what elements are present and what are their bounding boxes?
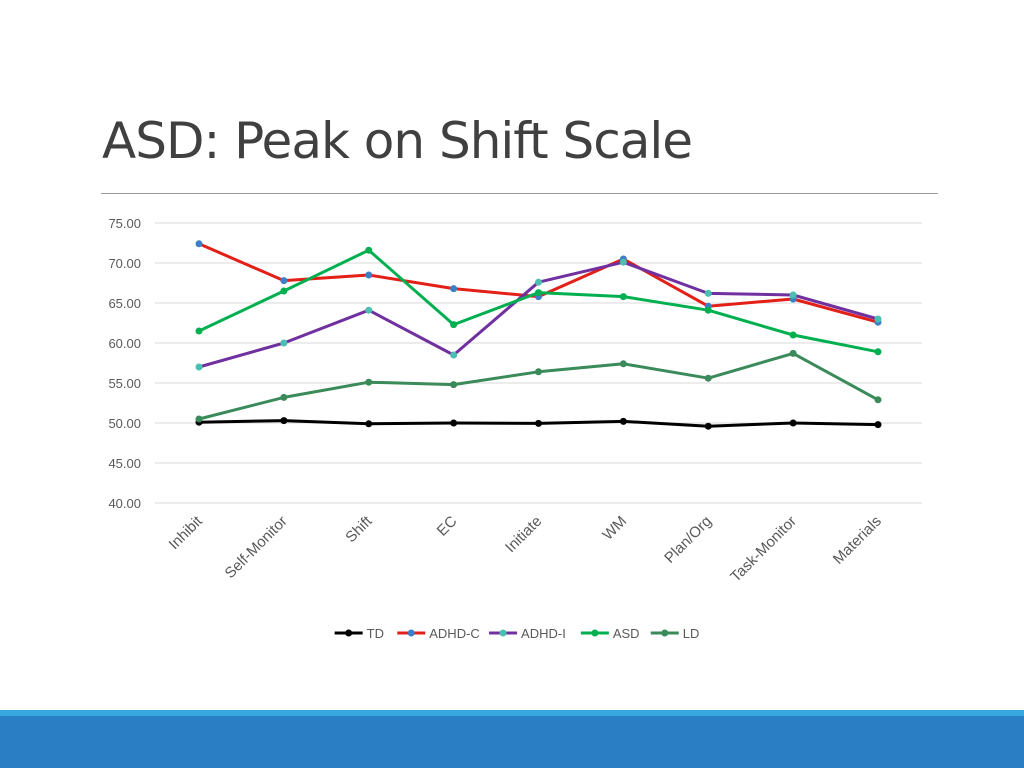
series-line [197,351,880,421]
data-point [195,327,203,335]
data-point [450,419,458,427]
y-tick-label: 75.00 [108,216,141,231]
data-point [704,374,712,382]
data-point [195,415,203,423]
data-point [365,420,373,428]
series-adhd-i [195,258,882,371]
y-tick-label: 50.00 [108,416,141,431]
data-point [365,271,373,279]
data-point [365,306,373,314]
legend-label: LD [683,626,700,641]
legend-swatch-marker [407,629,415,637]
data-point [619,293,627,301]
data-point [535,278,542,286]
legend-item: ADHD-C [397,626,480,641]
footer-band [0,710,1024,768]
title-divider [101,193,938,194]
slide-title: ASD: Peak on Shift Scale [102,112,693,170]
footer-stripe [0,710,1024,716]
data-point [619,417,627,425]
gridlines [155,222,922,504]
data-point [619,360,627,368]
data-point [704,306,712,314]
x-category-label: WM [599,513,630,544]
y-tick-label: 60.00 [108,336,141,351]
data-point [280,339,288,347]
data-point [789,349,797,357]
x-category-label: EC [434,513,461,540]
data-point [789,419,797,427]
legend-swatch-marker [591,629,599,637]
data-point [535,419,542,427]
y-tick-label: 65.00 [108,296,141,311]
legend-label: ASD [613,626,640,641]
legend-swatch-marker [661,629,669,637]
data-point [704,289,712,297]
y-tick-label: 55.00 [108,376,141,391]
series-line [197,260,880,369]
y-tick-label: 45.00 [108,456,141,471]
data-point [280,417,288,425]
data-point [280,287,288,295]
data-point [874,421,882,429]
data-point [874,396,882,404]
data-point [280,277,288,285]
data-point [195,240,203,248]
legend-swatch-marker [345,629,353,637]
data-point [619,258,627,266]
data-point [365,378,373,386]
legend-item: ADHD-I [489,626,566,641]
x-category-label: Shift [342,512,376,546]
y-tick-label: 70.00 [108,256,141,271]
x-category-label: Plan/Org [661,513,715,567]
data-point [365,246,373,254]
data-point [874,315,882,323]
x-category-label: Initiate [502,513,545,556]
x-axis-categories: Inhibit Self-Monitor Shift EC Initiate WM Plan… [166,512,885,585]
x-category-label: Materials [830,513,885,568]
legend-label: TD [367,626,384,641]
data-point [195,363,203,371]
series-ld [195,349,882,423]
x-category-label: Self-Monitor [222,513,291,582]
line-chart: 75.00 70.00 65.00 60.00 55.00 50.00 45.00 40.00… [108,216,922,641]
data-point [280,393,288,401]
data-point [535,368,542,376]
data-point [704,422,712,430]
legend-item: ASD [580,626,640,641]
series-asd [195,246,882,356]
data-point [450,351,458,359]
legend-swatch-marker [499,629,507,637]
x-category-label: Inhibit [166,512,207,553]
series-lines [195,240,882,430]
data-point [789,291,797,299]
data-point [450,381,458,389]
data-point [874,348,882,356]
legend-label: ADHD-I [521,626,566,641]
x-category-label: Task-Monitor [727,513,800,586]
data-point [789,331,797,339]
legend-item: TD [334,626,384,641]
data-point [450,285,458,293]
legend-item: LD [650,626,700,641]
legend-label: ADHD-C [429,626,480,641]
chart-legend: TD ADHD-C ADHD-I ASD LD [334,626,700,641]
data-point [450,321,458,329]
y-tick-label: 40.00 [108,496,141,511]
y-axis-ticks: 75.00 70.00 65.00 60.00 55.00 50.00 45.00 40.00 [108,216,141,511]
data-point [535,289,542,297]
